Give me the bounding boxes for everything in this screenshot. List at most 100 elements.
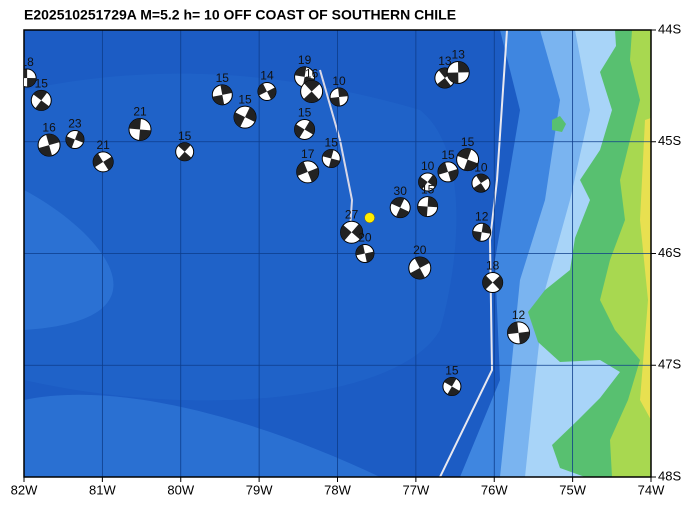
focal-mechanism [294, 118, 316, 140]
depth-label: 18 [20, 55, 34, 69]
map-frame [23, 29, 652, 478]
beachball-quadrant [303, 80, 320, 103]
y-tick-label: 46S [658, 245, 681, 260]
depth-label: 16 [42, 120, 56, 134]
depth-label: 17 [301, 147, 315, 161]
focal-mechanism [507, 321, 531, 345]
focal-mechanism [175, 142, 195, 162]
focal-mechanism [211, 84, 233, 106]
beachball-quadrant [33, 90, 50, 111]
map-title: E202510251729A M=5.2 h= 10 OFF COAST OF … [24, 7, 456, 23]
depth-label: 10 [332, 74, 346, 88]
beachball-quadrant [294, 120, 315, 138]
beachball-quadrant [233, 107, 257, 128]
focal-mechanism [456, 148, 480, 172]
beachball-quadrant [24, 69, 37, 88]
x-tick-label: 77W [403, 482, 430, 497]
x-tick-label: 78W [324, 482, 351, 497]
depth-label: 15 [441, 148, 455, 162]
x-tick-label: 81W [89, 482, 116, 497]
beachball-quadrant [447, 61, 470, 84]
beachball-quadrant [340, 224, 363, 241]
depth-label: 15 [445, 364, 459, 378]
depth-label: 30 [394, 184, 408, 198]
beachball-quadrant [257, 83, 276, 100]
beachball-quadrant [93, 153, 114, 171]
focal-mechanism [389, 197, 411, 219]
focal-mechanism [417, 196, 439, 218]
depth-label: 21 [96, 138, 110, 152]
beachball-quadrant [355, 244, 374, 263]
beachball-quadrant [417, 196, 438, 217]
depth-label: 15 [178, 129, 192, 143]
depth-label: 12 [475, 209, 489, 223]
focal-mechanism [355, 244, 375, 263]
depth-label: 21 [133, 105, 147, 119]
beachball-quadrant [178, 142, 192, 161]
y-tick-label: 44S [658, 21, 681, 36]
x-tick-label: 75W [559, 482, 586, 497]
depth-label: 16 [305, 67, 319, 81]
focal-mechanism [296, 160, 320, 184]
depth-label: 15 [35, 77, 49, 91]
x-tick-label: 76W [481, 482, 508, 497]
depth-label: 15 [298, 106, 312, 120]
depth-label: 13 [452, 48, 466, 62]
depth-label: 10 [421, 159, 435, 173]
beachball-quadrant [507, 321, 530, 344]
beachball-quadrant [418, 174, 437, 190]
focal-mechanism [329, 87, 349, 107]
depth-label: 15 [421, 183, 435, 197]
depth-label: 20 [413, 243, 427, 257]
focal-mechanism [471, 173, 491, 193]
y-tick-label: 48S [658, 468, 681, 483]
x-tick-label: 82W [11, 482, 38, 497]
beachball-quadrant [457, 148, 478, 171]
focal-mechanism [408, 256, 432, 280]
focal-mechanism [340, 220, 364, 244]
beachball-quadrant [212, 84, 233, 105]
depth-label: 14 [260, 69, 274, 83]
depth-label: 18 [486, 259, 500, 273]
beachball-quadrant [482, 275, 503, 290]
beachball-quadrant [38, 134, 60, 157]
focal-mechanism [437, 161, 459, 183]
depth-label: 12 [512, 308, 526, 322]
y-tick-label: 45S [658, 133, 681, 148]
depth-label: 15 [325, 136, 339, 150]
focal-mechanism [257, 81, 277, 101]
focal-mechanism [128, 117, 152, 141]
depth-label: 20 [358, 231, 372, 245]
focal-mechanism [92, 151, 114, 173]
depth-label: 10 [474, 160, 488, 174]
depth-label: 15 [461, 135, 475, 149]
y-tick-label: 47S [658, 357, 681, 372]
focal-mechanism [482, 272, 504, 294]
beachball-quadrant [322, 149, 340, 168]
depth-label: 15 [216, 71, 230, 85]
focal-mechanism [446, 60, 470, 84]
x-tick-label: 79W [246, 482, 273, 497]
epicenter [364, 212, 375, 223]
depth-label: 27 [345, 207, 359, 221]
depth-label: 13 [438, 54, 452, 68]
focal-mechanism [37, 133, 61, 157]
beachball-quadrant [437, 162, 459, 182]
beachball-quadrant [444, 377, 460, 396]
focal-mechanism [233, 105, 257, 129]
beachball-quadrant [296, 161, 319, 183]
beachball-quadrant [472, 223, 491, 242]
beachball-quadrant [391, 197, 410, 218]
beachball-quadrant [129, 118, 151, 141]
x-tick-label: 80W [167, 482, 194, 497]
beachball-quadrant [330, 88, 348, 107]
depth-label: 23 [68, 117, 82, 131]
depth-label: 19 [298, 53, 312, 67]
focal-mechanism [442, 376, 462, 396]
x-tick-label: 74W [638, 482, 665, 497]
depth-label: 15 [238, 92, 252, 106]
beachball-quadrant [473, 174, 489, 193]
focal-mechanism [24, 68, 37, 88]
